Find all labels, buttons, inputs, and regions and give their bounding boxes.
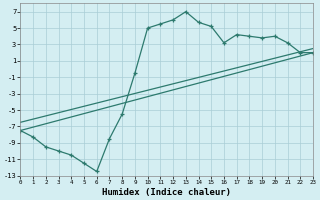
X-axis label: Humidex (Indice chaleur): Humidex (Indice chaleur) bbox=[102, 188, 231, 197]
